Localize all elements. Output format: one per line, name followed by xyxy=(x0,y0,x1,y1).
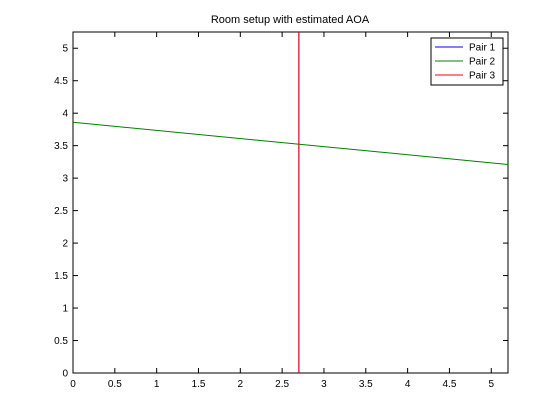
y-tick-label: 0 xyxy=(62,369,68,380)
x-tick-label: 0.5 xyxy=(108,379,122,390)
x-tick-label: 3 xyxy=(321,379,327,390)
chart-title: Room setup with estimated AOA xyxy=(211,14,370,26)
x-tick-label: 4.5 xyxy=(442,379,456,390)
legend-label: Pair 2 xyxy=(469,57,496,68)
legend-label: Pair 3 xyxy=(469,71,496,82)
y-axis: 0 0.5 1 1.5 2 2.5 3 3.5 4 4.5 5 xyxy=(54,44,508,380)
x-tick-label: 2.5 xyxy=(275,379,289,390)
x-tick-label: 3.5 xyxy=(359,379,373,390)
x-tick-label: 1 xyxy=(154,379,160,390)
y-tick-label: 0.5 xyxy=(54,336,68,347)
y-tick-label: 2 xyxy=(62,239,68,250)
legend-box xyxy=(430,37,504,86)
series-line-pair-2 xyxy=(72,121,509,165)
series-layer xyxy=(72,32,509,373)
x-tick-label: 4 xyxy=(405,379,411,390)
y-tick-label: 2.5 xyxy=(54,206,68,217)
x-tick-label: 0 xyxy=(70,379,76,390)
y-tick-label: 1.5 xyxy=(54,271,68,282)
x-axis: 0 0.5 1 1.5 2 2.5 3 3.5 4 4.5 5 xyxy=(70,32,494,390)
y-tick-label: 4 xyxy=(62,109,68,120)
plot-area xyxy=(72,31,509,374)
y-tick-label: 5 xyxy=(62,44,68,55)
y-tick-label: 4.5 xyxy=(54,76,68,87)
y-tick-label: 1 xyxy=(62,304,68,315)
x-tick-label: 1.5 xyxy=(192,379,206,390)
y-tick-label: 3.5 xyxy=(54,141,68,152)
y-tick-label: 3 xyxy=(62,174,68,185)
legend: Pair 1 Pair 2 Pair 3 xyxy=(430,37,504,86)
x-tick-label: 5 xyxy=(488,379,494,390)
legend-label: Pair 1 xyxy=(469,43,496,54)
x-tick-label: 2 xyxy=(238,379,244,390)
